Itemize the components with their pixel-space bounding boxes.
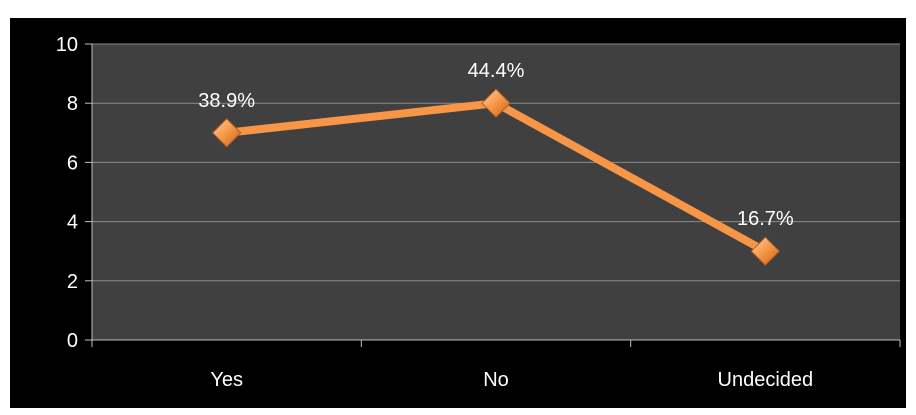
data-point-marker [750,236,781,266]
axes [91,44,900,341]
y-tick-label: 6 [67,152,78,174]
plot-area [92,44,900,340]
x-tick-label: Yes [210,369,243,391]
chart-frame: 0 2 4 6 8 10 Yes No Undecided 38.9% 44.4% 16.7% [10,18,906,408]
y-axis-ticks: 0 2 4 6 8 10 [56,34,92,352]
x-axis-ticks: Yes No Undecided [91,340,901,391]
y-tick-label: 10 [56,34,78,56]
x-tick-label: No [483,369,509,391]
data-label: 44.4% [468,60,525,82]
data-label: 16.7% [737,208,794,230]
data-point-marker [211,118,242,148]
marker-layer [211,88,781,266]
gridlines [92,43,900,282]
y-tick-label: 8 [67,93,78,115]
x-tick-label: Undecided [718,369,814,391]
y-tick-label: 4 [67,212,78,234]
data-point-marker [481,88,511,118]
line-chart: 0 2 4 6 8 10 Yes No Undecided 38.9% 44.4% 16.7% [56,34,901,391]
data-label: 38.9% [198,90,255,112]
y-tick-label: 2 [67,271,78,293]
y-tick-label: 0 [67,330,78,352]
data-label-layer: 38.9% 44.4% 16.7% [198,60,794,230]
